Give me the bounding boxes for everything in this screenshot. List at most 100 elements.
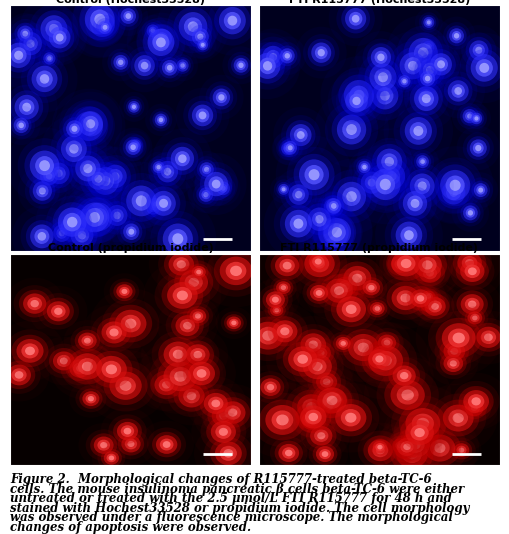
Circle shape xyxy=(329,332,356,355)
Circle shape xyxy=(53,107,96,151)
Circle shape xyxy=(116,284,132,299)
Circle shape xyxy=(66,219,97,251)
Circle shape xyxy=(374,51,386,64)
Circle shape xyxy=(289,124,311,146)
Circle shape xyxy=(12,45,77,113)
Circle shape xyxy=(473,183,487,197)
Circle shape xyxy=(121,180,161,222)
Circle shape xyxy=(180,64,184,68)
Circle shape xyxy=(382,400,455,465)
Circle shape xyxy=(357,343,369,352)
Circle shape xyxy=(92,167,119,195)
Circle shape xyxy=(152,111,169,129)
Circle shape xyxy=(73,191,124,243)
Circle shape xyxy=(143,20,180,57)
Circle shape xyxy=(446,244,491,282)
Circle shape xyxy=(76,365,83,372)
Circle shape xyxy=(36,185,48,197)
Circle shape xyxy=(24,145,65,186)
Circle shape xyxy=(324,170,377,224)
Circle shape xyxy=(227,15,237,26)
Circle shape xyxy=(258,327,278,344)
Circle shape xyxy=(367,178,375,187)
Circle shape xyxy=(425,270,433,277)
Circle shape xyxy=(398,186,431,221)
Circle shape xyxy=(173,257,189,271)
Circle shape xyxy=(218,428,228,436)
Circle shape xyxy=(126,135,146,155)
Circle shape xyxy=(140,144,194,199)
Circle shape xyxy=(390,380,424,410)
Circle shape xyxy=(323,223,343,243)
Circle shape xyxy=(77,358,97,375)
Circle shape xyxy=(196,160,216,179)
Circle shape xyxy=(456,446,466,454)
Circle shape xyxy=(312,256,324,267)
Circle shape xyxy=(90,10,109,29)
Circle shape xyxy=(374,306,379,311)
Circle shape xyxy=(327,223,345,241)
Circle shape xyxy=(417,48,428,58)
Circle shape xyxy=(212,89,230,106)
Circle shape xyxy=(53,206,111,265)
Circle shape xyxy=(135,190,170,225)
Circle shape xyxy=(52,89,125,163)
Circle shape xyxy=(346,191,356,202)
Circle shape xyxy=(184,274,203,290)
Circle shape xyxy=(415,87,435,107)
Circle shape xyxy=(173,350,183,359)
Circle shape xyxy=(407,248,446,282)
Circle shape xyxy=(450,441,471,459)
Circle shape xyxy=(408,38,437,68)
Circle shape xyxy=(103,366,147,405)
Circle shape xyxy=(14,22,36,45)
Circle shape xyxy=(126,46,163,84)
Circle shape xyxy=(174,371,186,382)
Circle shape xyxy=(309,255,328,272)
Circle shape xyxy=(199,162,213,177)
Circle shape xyxy=(304,337,321,352)
Circle shape xyxy=(93,211,103,222)
Circle shape xyxy=(300,195,372,269)
Circle shape xyxy=(462,172,497,208)
Circle shape xyxy=(113,282,135,301)
Circle shape xyxy=(97,317,131,348)
Circle shape xyxy=(199,187,213,202)
Circle shape xyxy=(276,137,298,160)
Circle shape xyxy=(246,317,289,355)
Circle shape xyxy=(164,63,174,73)
Circle shape xyxy=(396,290,413,306)
Circle shape xyxy=(393,276,446,321)
Circle shape xyxy=(386,171,396,181)
Circle shape xyxy=(456,103,482,129)
Circle shape xyxy=(418,263,440,283)
Circle shape xyxy=(130,103,137,111)
Circle shape xyxy=(400,40,459,100)
Circle shape xyxy=(113,211,121,219)
Circle shape xyxy=(416,68,437,89)
Circle shape xyxy=(25,347,35,355)
Circle shape xyxy=(351,162,390,203)
Title: FTI R115777 (Hochest33528): FTI R115777 (Hochest33528) xyxy=(288,0,469,5)
Circle shape xyxy=(331,227,342,238)
Circle shape xyxy=(317,262,374,311)
Circle shape xyxy=(108,169,122,184)
Circle shape xyxy=(65,356,94,381)
Circle shape xyxy=(340,341,345,346)
Circle shape xyxy=(144,193,165,215)
Circle shape xyxy=(382,248,418,280)
Circle shape xyxy=(134,55,155,76)
Circle shape xyxy=(38,293,79,329)
Circle shape xyxy=(298,246,340,282)
Circle shape xyxy=(159,57,180,78)
Circle shape xyxy=(304,415,314,424)
Circle shape xyxy=(401,282,438,315)
Circle shape xyxy=(396,369,411,382)
Circle shape xyxy=(426,49,455,80)
Circle shape xyxy=(153,202,157,207)
Circle shape xyxy=(420,294,449,319)
Circle shape xyxy=(62,0,138,58)
Circle shape xyxy=(123,11,133,21)
Circle shape xyxy=(441,433,480,468)
Circle shape xyxy=(353,90,364,101)
